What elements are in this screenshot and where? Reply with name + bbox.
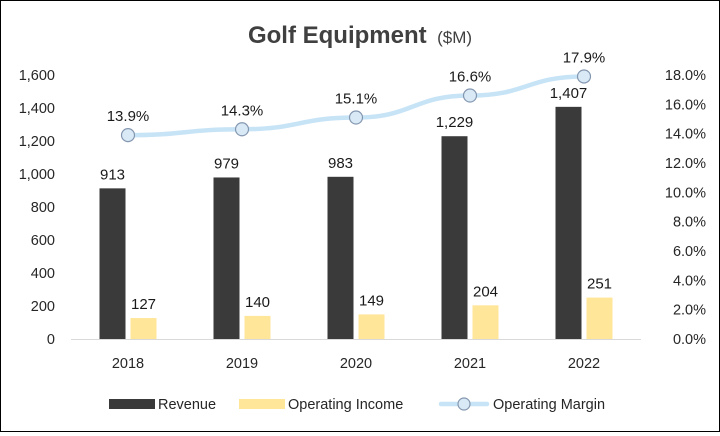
left-tick-label: 200 — [31, 299, 55, 315]
right-tick-label: 2.0% — [673, 303, 706, 319]
legend-operating-income-label: Operating Income — [288, 397, 403, 413]
revenue-data-label: 913 — [100, 166, 125, 183]
revenue-data-label: 1,407 — [550, 85, 588, 102]
chart-title: Golf Equipment ($M) — [248, 22, 472, 49]
operating-margin-data-label: 14.3% — [221, 102, 264, 119]
legend-revenue-swatch — [109, 399, 155, 409]
left-tick-label: 1,600 — [19, 68, 55, 84]
legend-revenue-label: Revenue — [158, 397, 216, 413]
chart-title-unit: ($M) — [437, 28, 472, 47]
revenue-bar — [555, 106, 582, 339]
legend-operating-margin-marker — [457, 397, 471, 411]
left-tick-label: 0 — [47, 332, 55, 348]
x-tick-label: 2020 — [340, 356, 372, 372]
right-tick-label: 8.0% — [673, 215, 706, 231]
legend: Revenue Operating Income Operating Margin — [109, 397, 605, 413]
right-tick-label: 14.0% — [665, 127, 706, 143]
right-tick-label: 6.0% — [673, 244, 706, 260]
legend-operating-margin-label: Operating Margin — [493, 397, 605, 413]
operating-income-bar — [130, 318, 157, 339]
margin-line — [120, 69, 592, 143]
operating-income-data-label: 204 — [473, 283, 498, 300]
left-tick-label: 1,400 — [19, 101, 55, 117]
operating-income-data-label: 149 — [359, 292, 384, 309]
x-tick-label: 2019 — [226, 356, 258, 372]
left-tick-label: 1,200 — [19, 134, 55, 150]
operating-margin-data-label: 16.6% — [449, 69, 492, 86]
right-tick-label: 0.0% — [673, 332, 706, 348]
legend-operating-income-swatch — [239, 399, 285, 409]
revenue-bar — [327, 176, 354, 339]
revenue-data-label: 979 — [214, 155, 239, 172]
right-tick-label: 16.0% — [665, 97, 706, 113]
operating-margin-point — [576, 69, 592, 84]
operating-margin-data-label: 17.9% — [563, 49, 606, 66]
revenue-data-label: 1,229 — [436, 114, 474, 131]
x-tick-label: 2021 — [454, 356, 486, 372]
operating-margin-data-label: 15.1% — [335, 91, 378, 108]
left-tick-label: 400 — [31, 266, 55, 282]
right-axis: 0.0% 2.0% 4.0% 6.0% 8.0% 10.0% 12.0% 14.0% 16.0%… — [665, 68, 706, 348]
right-tick-label: 4.0% — [673, 273, 706, 289]
operating-income-bar — [586, 297, 613, 339]
data-labels: 913 979 983 1,229 1,407 127 140 149 204 251 13.9% 1… — [100, 49, 612, 313]
left-tick-label: 600 — [31, 233, 55, 249]
left-tick-label: 800 — [31, 200, 55, 216]
right-tick-label: 18.0% — [665, 68, 706, 84]
operating-income-data-label: 251 — [587, 276, 612, 293]
bars — [99, 106, 613, 339]
chart-title-main: Golf Equipment — [248, 22, 427, 49]
revenue-bar — [441, 136, 468, 339]
left-axis: 0 200 400 600 800 1,000 1,200 1,400 1,600 — [19, 68, 55, 348]
right-tick-label: 10.0% — [665, 185, 706, 201]
operating-income-data-label: 127 — [131, 296, 156, 313]
operating-margin-data-label: 13.9% — [107, 108, 150, 125]
revenue-bar — [213, 177, 240, 339]
operating-margin-point — [234, 122, 250, 137]
x-tick-label: 2018 — [112, 356, 144, 372]
x-axis: 2018 2019 2020 2021 2022 — [71, 339, 641, 372]
operating-income-data-label: 140 — [245, 294, 270, 311]
operating-income-bar — [358, 314, 385, 339]
operating-margin-point — [348, 110, 364, 125]
right-tick-label: 12.0% — [665, 156, 706, 172]
revenue-data-label: 983 — [328, 155, 353, 172]
x-tick-label: 2022 — [568, 356, 600, 372]
operating-margin-point — [462, 88, 478, 103]
operating-income-bar — [244, 315, 271, 339]
left-tick-label: 1,000 — [19, 167, 55, 183]
operating-margin-point — [120, 128, 136, 143]
operating-income-bar — [472, 305, 499, 339]
revenue-bar — [99, 188, 126, 339]
